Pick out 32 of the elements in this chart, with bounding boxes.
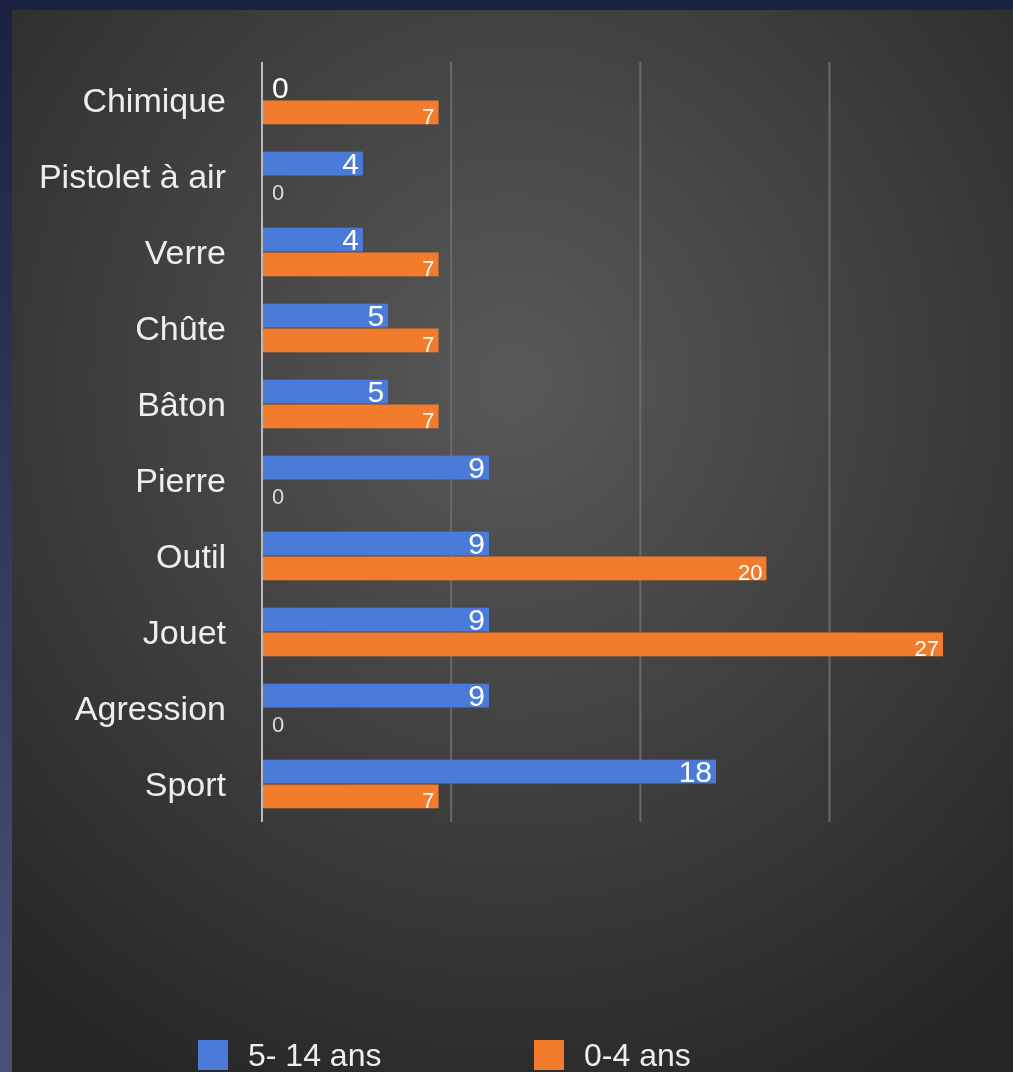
data-label: 7: [422, 788, 435, 814]
data-label: 4: [342, 147, 359, 181]
y-tick-label: Verre: [144, 232, 226, 271]
y-tick-label: Pierre: [135, 460, 226, 499]
data-label: 27: [914, 636, 939, 662]
y-tick-label: Outil: [156, 536, 226, 575]
data-label: 9: [468, 527, 485, 561]
data-label: 9: [468, 603, 485, 637]
y-tick-label: Agression: [74, 688, 226, 727]
data-label: 0: [272, 484, 285, 510]
data-label: 5: [367, 375, 385, 409]
y-tick-label: Chûte: [135, 308, 226, 347]
y-tick-label: Chimique: [82, 80, 226, 119]
data-label: 7: [422, 104, 435, 130]
data-label: 9: [468, 679, 485, 713]
data-label: 7: [422, 332, 435, 358]
y-tick-label: Sport: [144, 764, 227, 803]
y-tick-label: Jouet: [142, 612, 227, 651]
legend-label: 0-4 ans: [584, 1037, 691, 1072]
data-label: 20: [737, 560, 763, 586]
data-label: 7: [422, 408, 435, 434]
data-label: 0: [272, 712, 285, 738]
data-label: 4: [342, 223, 359, 257]
data-label: 0: [272, 71, 289, 105]
y-tick-label: Pistolet à air: [38, 156, 226, 195]
data-label: 7: [422, 256, 435, 282]
data-label: 18: [678, 755, 712, 789]
data-label: 0: [272, 180, 285, 206]
data-label: 9: [468, 451, 485, 485]
y-tick-label: Bâton: [137, 384, 226, 423]
legend-label: 5- 14 ans: [248, 1037, 382, 1072]
data-label: 5: [367, 299, 385, 333]
